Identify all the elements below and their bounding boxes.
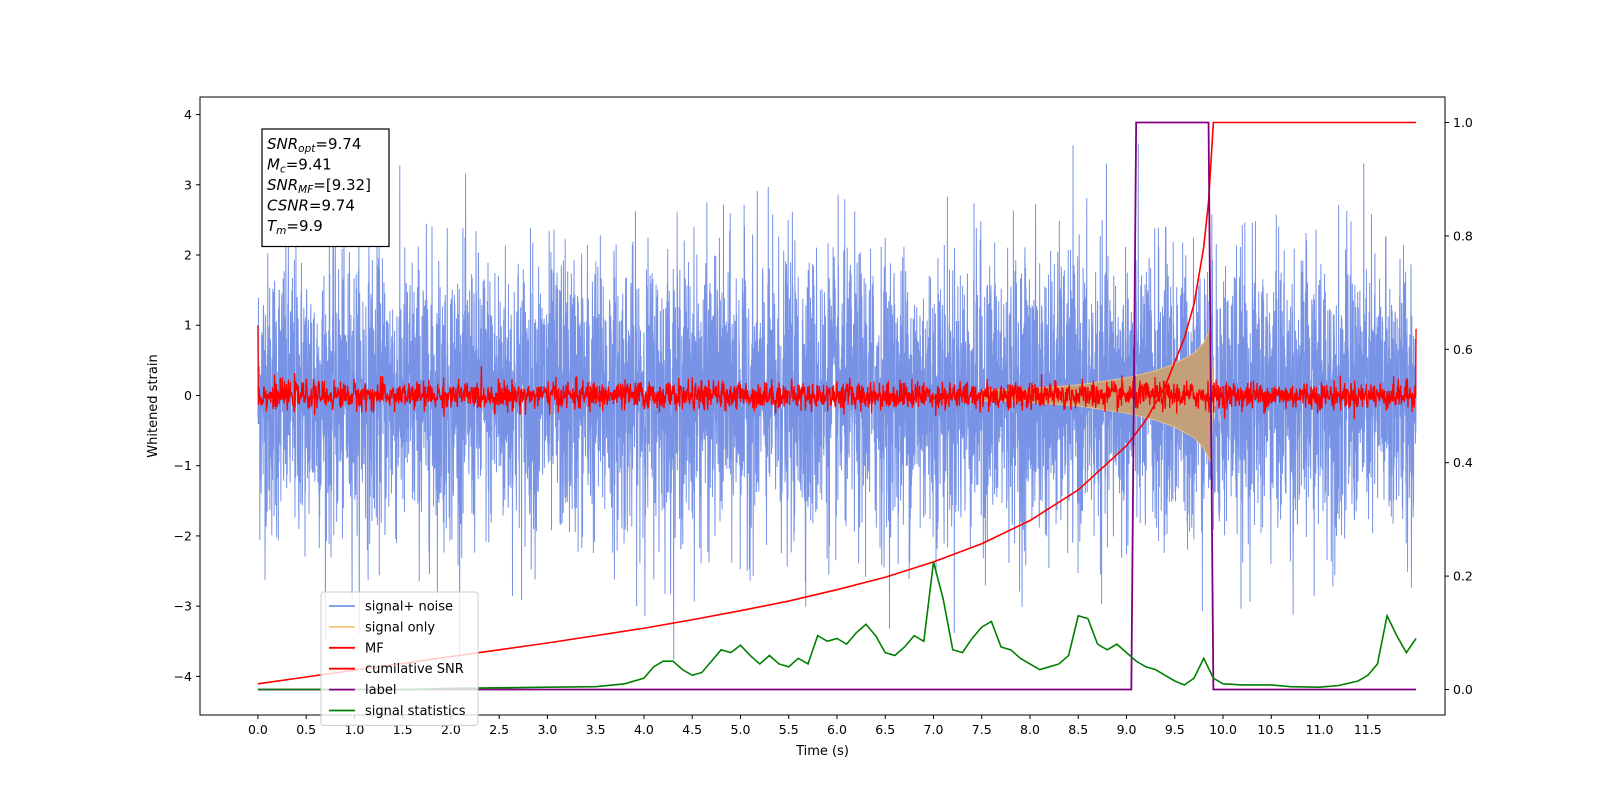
legend-label: signal only xyxy=(365,620,435,635)
y2-tick-label: 0.2 xyxy=(1453,569,1473,584)
series-cumulative-snr xyxy=(257,121,1417,685)
x-tick-label: 3.0 xyxy=(537,722,557,737)
y-tick-label: 0 xyxy=(184,388,192,403)
x-tick-label: 10.5 xyxy=(1257,722,1285,737)
x-tick-label: 5.5 xyxy=(779,722,799,737)
series-mf xyxy=(257,325,1417,420)
annotation-line: SNRMF=[9.32] xyxy=(267,176,371,196)
x-tick-label: 8.0 xyxy=(1020,722,1040,737)
y-tick-label: 1 xyxy=(184,318,192,333)
x-tick-label: 11.5 xyxy=(1354,722,1382,737)
y2-tick-label: 0.0 xyxy=(1453,682,1473,697)
y-tick-label: −2 xyxy=(174,528,192,543)
x-tick-label: 3.5 xyxy=(586,722,606,737)
annotation-line: Tm=9.9 xyxy=(267,217,323,237)
legend-label: signal statistics xyxy=(365,704,466,719)
legend-label: label xyxy=(365,683,396,698)
x-tick-label: 7.0 xyxy=(924,722,944,737)
x-tick-label: 5.0 xyxy=(731,722,751,737)
y2-tick-label: 0.4 xyxy=(1453,455,1473,470)
series-group xyxy=(257,121,1417,691)
annotation-line: Mc=9.41 xyxy=(267,156,332,176)
legend: signal+ noise signal only MF cumilative SNR… xyxy=(320,591,479,726)
annotation-frame xyxy=(261,128,390,248)
y-tick-label: 2 xyxy=(184,248,192,263)
x-tick-label: 9.0 xyxy=(1117,722,1137,737)
y2-tick-label: 1.0 xyxy=(1453,115,1473,130)
annotation-line: SNRopt=9.74 xyxy=(267,135,361,155)
x-tick-label: 2.5 xyxy=(489,722,509,737)
legend-label: signal+ noise xyxy=(365,600,453,615)
legend-frame xyxy=(320,591,479,726)
y-tick-label: −4 xyxy=(174,669,192,684)
plot-area xyxy=(257,121,1417,691)
series-label xyxy=(257,121,1417,691)
x-tick-label: 8.5 xyxy=(1068,722,1088,737)
series-signal-noise xyxy=(257,143,1417,666)
y-tick-label: −3 xyxy=(174,599,192,614)
y-tick-label: 3 xyxy=(184,177,192,192)
y-axis-label: Whitened strain xyxy=(146,354,161,457)
series-signal-statistics xyxy=(257,561,1417,691)
x-tick-label: 7.5 xyxy=(972,722,992,737)
x-tick-label: 10.0 xyxy=(1209,722,1237,737)
x-tick-label: 0.5 xyxy=(296,722,316,737)
x-tick-label: 9.5 xyxy=(1165,722,1185,737)
x-axis-label: Time (s) xyxy=(795,744,849,759)
x-tick-label: 6.0 xyxy=(827,722,847,737)
y2-tick-label: 0.8 xyxy=(1453,228,1473,243)
y-tick-label: −1 xyxy=(174,458,192,473)
x-tick-label: 6.5 xyxy=(875,722,895,737)
y-tick-label: 4 xyxy=(184,107,192,122)
axes-frame xyxy=(199,96,1446,716)
legend-label: MF xyxy=(365,641,384,656)
legend-label: cumilative SNR xyxy=(365,662,464,677)
x-tick-label: 4.5 xyxy=(682,722,702,737)
annotation-line: CSNR=9.74 xyxy=(267,197,355,215)
y2-tick-label: 0.6 xyxy=(1453,342,1473,357)
x-tick-label: 11.0 xyxy=(1306,722,1334,737)
x-tick-label: 4.0 xyxy=(634,722,654,737)
x-tick-label: 0.0 xyxy=(248,722,268,737)
